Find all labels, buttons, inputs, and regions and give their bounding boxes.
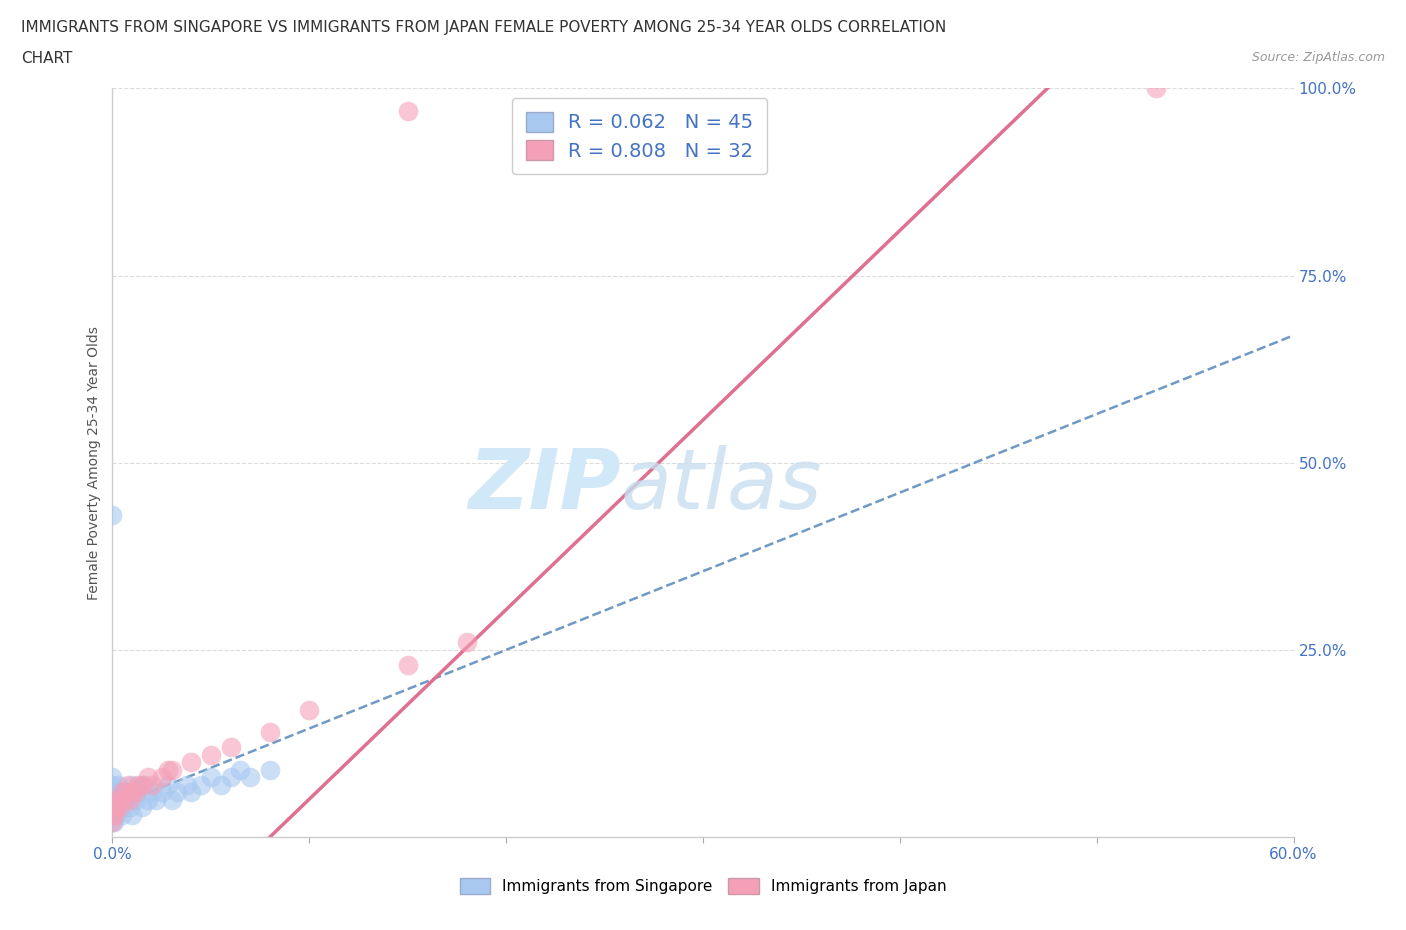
Point	[101, 792, 124, 807]
Point	[111, 807, 134, 822]
Point	[115, 792, 138, 807]
Point	[141, 785, 163, 800]
Point	[125, 785, 148, 800]
Text: CHART: CHART	[21, 51, 73, 66]
Point	[101, 815, 124, 830]
Point	[101, 800, 124, 815]
Text: atlas: atlas	[620, 445, 823, 525]
Point	[101, 807, 124, 822]
Point	[239, 770, 262, 785]
Point	[103, 792, 125, 807]
Point	[160, 792, 183, 807]
Point	[219, 739, 242, 754]
Point	[127, 785, 149, 800]
Point	[229, 763, 252, 777]
Point	[101, 785, 124, 800]
Point	[105, 792, 128, 807]
Point	[103, 800, 125, 815]
Point	[219, 770, 242, 785]
Point	[259, 724, 281, 739]
Point	[166, 785, 188, 800]
Point	[200, 747, 222, 762]
Point	[120, 792, 142, 807]
Point	[396, 103, 419, 118]
Point	[190, 777, 212, 792]
Point	[298, 702, 321, 717]
Text: IMMIGRANTS FROM SINGAPORE VS IMMIGRANTS FROM JAPAN FEMALE POVERTY AMONG 25-34 YE: IMMIGRANTS FROM SINGAPORE VS IMMIGRANTS …	[21, 20, 946, 35]
Point	[145, 792, 167, 807]
Point	[117, 777, 139, 792]
Point	[141, 777, 163, 792]
Point	[110, 792, 132, 807]
Point	[107, 792, 129, 807]
Point	[121, 777, 143, 792]
Point	[150, 785, 173, 800]
Point	[136, 770, 159, 785]
Point	[456, 635, 478, 650]
Point	[259, 763, 281, 777]
Point	[103, 815, 125, 830]
Point	[111, 785, 134, 800]
Point	[209, 777, 232, 792]
Point	[156, 763, 179, 777]
Point	[105, 785, 128, 800]
Point	[121, 807, 143, 822]
Point	[156, 777, 179, 792]
Point	[150, 770, 173, 785]
Point	[105, 800, 128, 815]
Point	[136, 792, 159, 807]
Y-axis label: Female Poverty Among 25-34 Year Olds: Female Poverty Among 25-34 Year Olds	[87, 326, 101, 600]
Point	[160, 763, 183, 777]
Point	[107, 777, 129, 792]
Point	[180, 755, 202, 770]
Point	[132, 777, 155, 792]
Point	[107, 800, 129, 815]
Point	[105, 807, 128, 822]
Point	[103, 800, 125, 815]
Point	[101, 807, 124, 822]
Text: ZIP: ZIP	[468, 445, 620, 525]
Point	[117, 785, 139, 800]
Text: Source: ZipAtlas.com: Source: ZipAtlas.com	[1251, 51, 1385, 64]
Point	[103, 807, 125, 822]
Point	[112, 792, 135, 807]
Point	[131, 777, 153, 792]
Point	[110, 800, 132, 815]
Point	[396, 658, 419, 672]
Point	[180, 785, 202, 800]
Point	[101, 777, 124, 792]
Point	[120, 800, 142, 815]
Point	[112, 800, 135, 815]
Point	[115, 785, 138, 800]
Point	[1144, 81, 1167, 96]
Point	[121, 785, 143, 800]
Legend: Immigrants from Singapore, Immigrants from Japan: Immigrants from Singapore, Immigrants fr…	[454, 872, 952, 900]
Point	[200, 770, 222, 785]
Point	[101, 800, 124, 815]
Point	[176, 777, 198, 792]
Point	[131, 800, 153, 815]
Point	[103, 807, 125, 822]
Point	[101, 770, 124, 785]
Point	[127, 777, 149, 792]
Point	[101, 508, 124, 523]
Point	[101, 815, 124, 830]
Point	[111, 785, 134, 800]
Point	[125, 792, 148, 807]
